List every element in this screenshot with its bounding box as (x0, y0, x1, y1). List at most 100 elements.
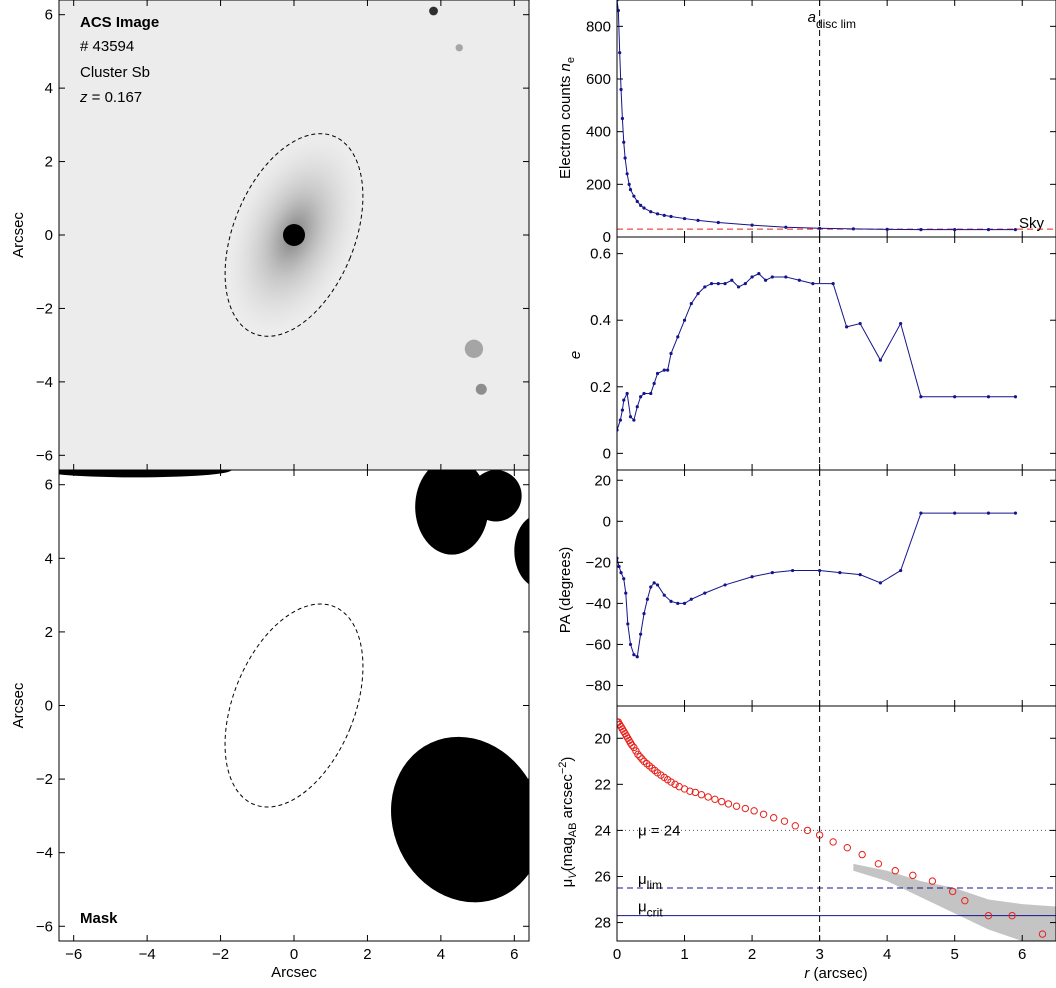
x-label-symbol: r (804, 965, 810, 982)
profile-point (676, 335, 680, 339)
disc-limit-symbol: a (808, 9, 816, 26)
profile-point (696, 291, 700, 296)
profile-point (858, 573, 862, 577)
panel-content (617, 0, 1056, 237)
mu-point (961, 896, 969, 905)
y-tick-label: 0.2 (590, 379, 611, 396)
mu-point (724, 800, 733, 808)
mu-point (697, 791, 706, 799)
panel-frame (616, 0, 1056, 238)
profile-point (618, 418, 622, 422)
mu-point (741, 804, 750, 813)
y-tick-label: 0 (45, 227, 53, 244)
profile-point (784, 275, 788, 279)
profile-point (662, 213, 666, 218)
x-tick-label: −2 (212, 946, 229, 963)
mu-point (874, 860, 883, 868)
panel-frame (616, 469, 1056, 707)
mu-point (815, 831, 824, 839)
source-3 (464, 339, 484, 359)
profile-point (626, 622, 630, 626)
y-tick-label: 24 (594, 822, 611, 839)
ellipticity-panel: 0 0.2 0.4 0.6 e (567, 236, 1056, 471)
y-tick-label: −40 (586, 595, 611, 612)
y-label-main: Electron counts (557, 71, 574, 179)
source-4 (475, 383, 487, 395)
y-tick-label: 0 (45, 698, 53, 715)
profile-point (703, 591, 707, 595)
electron-counts-panel: 0 200 400 600 800 Electron counts ne adisc lim… (557, 0, 1056, 246)
profile-point (818, 226, 822, 230)
profile-point (696, 218, 700, 223)
profile-point (723, 583, 727, 587)
profile-point (953, 228, 957, 232)
profile-point (627, 182, 631, 186)
mask-blob-1 (470, 470, 522, 522)
x-tick-label: 4 (883, 946, 891, 963)
mu-point (636, 752, 644, 761)
y-tick-label: 26 (594, 868, 611, 885)
x-tick-label: −4 (139, 946, 156, 963)
profile-point (635, 405, 639, 409)
profile-point (899, 321, 903, 326)
y-tick-label: 22 (594, 776, 611, 793)
profile-point (1013, 395, 1018, 399)
profile-point (757, 272, 761, 276)
redshift-label: z = 0.167 (79, 89, 142, 106)
profile-point (919, 228, 923, 232)
profile-point (628, 188, 633, 192)
profile-point (655, 583, 660, 587)
profile-point (709, 282, 714, 286)
x-tick-label: 6 (1018, 946, 1026, 963)
y-tick-label: 0.4 (590, 312, 611, 329)
profile-point (635, 199, 639, 204)
profile-point (652, 581, 656, 585)
mu-crit-label: μcrit (638, 899, 663, 920)
profile-point (639, 203, 643, 207)
mu-point (711, 795, 719, 804)
x-tick-label: 0 (290, 946, 298, 963)
y-tick-label: 4 (45, 550, 53, 567)
profile-point (716, 282, 720, 286)
y-tick-label: −20 (586, 554, 611, 571)
profile-point (750, 275, 754, 279)
y-tick-label: −60 (586, 636, 611, 653)
y-label-rest: (mag (559, 837, 576, 871)
mu-point (791, 822, 800, 830)
profile-point (919, 511, 923, 515)
x-tick-label: 0 (613, 946, 621, 963)
mu-point (984, 911, 993, 920)
profile-point (622, 577, 626, 581)
x-tick-label: 2 (748, 946, 756, 963)
disc-limit-label: adisc lim (808, 9, 856, 31)
panel-content (59, 0, 529, 470)
profile-point (986, 511, 991, 515)
profile-point (1013, 228, 1018, 232)
profile-point (682, 318, 687, 322)
mu-point (769, 814, 778, 822)
profile-line (617, 0, 1016, 231)
profile-point (642, 612, 646, 616)
y-tick-label: 200 (586, 176, 611, 193)
galaxy-nucleus (282, 223, 306, 247)
x-axis-label: r (arcsec) (804, 965, 867, 982)
y-label-mu: μ (559, 879, 576, 888)
profile-point (878, 358, 883, 362)
profile-point (619, 87, 623, 92)
mu-point (667, 778, 675, 786)
profile-point (838, 571, 842, 575)
x-tick-label: 6 (510, 946, 518, 963)
y-tick-label: −2 (36, 771, 53, 788)
panel-content (617, 237, 1018, 470)
mu-point (858, 850, 866, 859)
aperture-ellipse (224, 603, 364, 808)
profile-point (858, 321, 862, 326)
y-tick-label: −80 (586, 677, 611, 694)
profile-point (620, 408, 625, 412)
profile-point (676, 601, 680, 605)
y-label-rest2: arcsec (559, 774, 576, 823)
profile-point (831, 282, 835, 286)
mask-label: Mask (80, 910, 118, 927)
profile-line (617, 273, 1016, 431)
